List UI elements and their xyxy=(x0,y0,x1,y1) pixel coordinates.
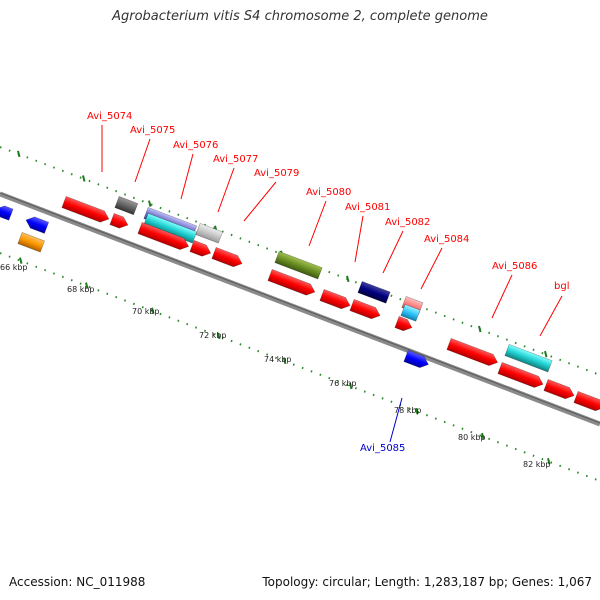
scale-label: 80 kbp xyxy=(458,433,486,442)
major-ticks xyxy=(17,150,551,465)
forward-gene-feature xyxy=(446,338,499,366)
reverse-gene-feature xyxy=(0,205,14,221)
forward-gene-feature xyxy=(349,299,381,320)
gene-label: Avi_5079 xyxy=(254,168,299,179)
forward-gene-feature xyxy=(211,247,243,268)
leader-line xyxy=(134,138,151,183)
inner-major-tick xyxy=(283,357,287,365)
gene-label: Avi_5075 xyxy=(130,125,175,136)
forward-gene-feature xyxy=(189,240,212,257)
gene-label: Avi_5081 xyxy=(345,202,390,213)
forward-gene-feature xyxy=(573,391,600,412)
forward-gene-feature xyxy=(543,379,575,400)
scale-labels: 66 kbp 68 kbp 70 kbp 72 kbp 74 kbp 76 kbp 78 k… xyxy=(0,263,551,469)
inner-major-tick xyxy=(19,257,23,264)
inner-major-tick xyxy=(415,407,419,415)
leader-line xyxy=(217,167,235,213)
leader-line xyxy=(389,397,403,443)
outer-major-tick xyxy=(17,150,21,158)
inner-major-tick xyxy=(349,382,353,390)
inner-major-tick xyxy=(547,457,551,465)
teal-feature xyxy=(504,344,553,373)
teal-feature xyxy=(143,213,198,244)
reverse-gene-feature xyxy=(403,350,429,368)
olive-feature xyxy=(274,251,323,280)
orange-feature xyxy=(17,232,45,253)
gene-label: Avi_5077 xyxy=(213,154,258,165)
outer-major-tick xyxy=(82,175,86,182)
gray-feature xyxy=(114,196,139,216)
sky-feature xyxy=(400,304,421,322)
leader-line xyxy=(354,215,364,263)
gene-label: Avi_5082 xyxy=(385,217,430,228)
leader-line xyxy=(539,295,563,337)
reverse-gene-feature xyxy=(25,216,50,234)
gene-label: Avi_5084 xyxy=(424,234,469,245)
gene-label: Avi_5074 xyxy=(87,111,132,122)
scale-label: 66 kbp xyxy=(0,263,28,272)
outer-major-tick xyxy=(148,200,152,207)
scale-label: 82 kbp xyxy=(523,460,551,469)
genome-backbone xyxy=(0,191,600,427)
forward-gene-feature xyxy=(61,196,110,223)
leader-line xyxy=(180,153,194,200)
forward-gene-feature xyxy=(394,316,413,332)
outer-major-tick xyxy=(544,350,548,358)
forward-gene-feature xyxy=(319,289,351,310)
map-title: Agrobacterium vitis S4 chromosome 2, com… xyxy=(112,9,488,24)
gene-features xyxy=(0,196,600,412)
inner-major-tick xyxy=(151,307,155,315)
scale-label: 78 kbp xyxy=(394,406,422,415)
forward-gene-feature xyxy=(137,222,190,250)
inner-major-tick xyxy=(481,432,485,440)
leader-line xyxy=(420,247,443,290)
navy-feature xyxy=(357,281,391,304)
genome-summary-text: Topology: circular; Length: 1,283,187 bp… xyxy=(262,575,592,589)
leader-line xyxy=(308,200,327,247)
scale-label: 70 kbp xyxy=(132,307,160,316)
gene-label: Avi_5080 xyxy=(306,187,351,198)
leader-line xyxy=(491,274,513,319)
inner-major-tick xyxy=(217,332,221,340)
leader-line xyxy=(243,181,277,222)
inner-major-tick xyxy=(85,282,89,289)
gene-labels: Avi_5074 Avi_5075 Avi_5076 Avi_5077 Avi_5079… xyxy=(87,111,569,454)
gene-label: Avi_5085 xyxy=(360,443,405,454)
leader-line xyxy=(382,230,404,274)
accession-text: Accession: NC_011988 xyxy=(9,575,146,589)
label-leader-lines xyxy=(101,125,563,443)
forward-gene-feature xyxy=(109,213,129,229)
gene-label: Avi_5086 xyxy=(492,261,537,272)
gene-label: Avi_5076 xyxy=(173,140,218,151)
gene-label: bgl xyxy=(554,281,569,292)
scale-label: 68 kbp xyxy=(67,285,95,294)
forward-gene-feature xyxy=(267,269,316,296)
forward-gene-feature xyxy=(497,362,544,388)
outer-major-tick xyxy=(478,325,482,333)
scale-label: 74 kbp xyxy=(264,355,292,364)
light-gray-feature xyxy=(195,223,223,244)
outer-major-tick xyxy=(346,275,350,283)
scale-label: 76 kbp xyxy=(329,379,357,388)
scale-label: 72 kbp xyxy=(199,331,227,340)
